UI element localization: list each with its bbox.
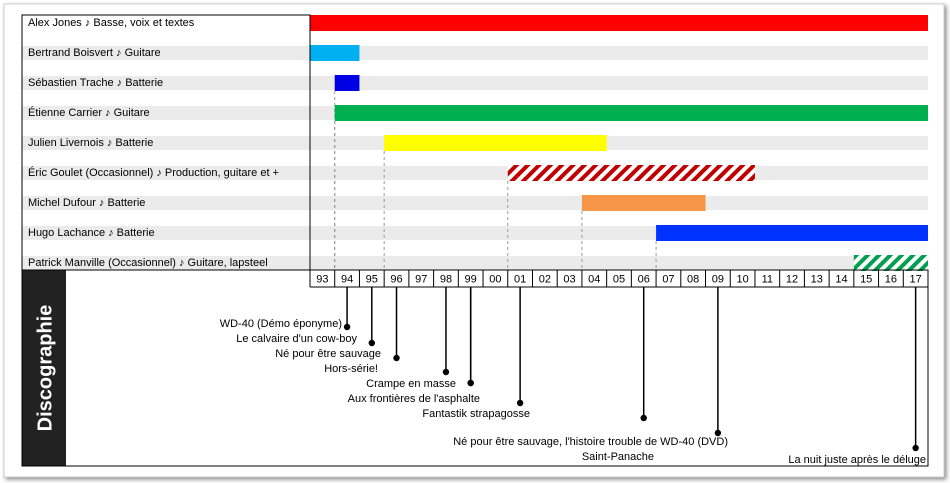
album-label: La nuit juste après le déluge <box>788 454 926 466</box>
row-stripe <box>22 46 928 60</box>
row-stripe <box>22 256 928 270</box>
x-tick-label: 97 <box>415 273 427 285</box>
discography-title: Discographie <box>34 305 56 432</box>
member-label: Hugo Lachance ♪ Batterie <box>28 227 155 239</box>
album-label: Hors-série! <box>324 363 378 375</box>
member-label: Éric Goulet (Occasionnel) ♪ Production, … <box>28 166 279 179</box>
album-label: Crampe en masse <box>366 378 456 390</box>
row-stripe <box>22 76 928 90</box>
x-tick-label: 11 <box>762 273 773 285</box>
bar <box>384 135 607 151</box>
x-tick-label: 15 <box>860 273 872 285</box>
x-tick-label: 17 <box>910 273 922 285</box>
album-dot <box>467 379 474 387</box>
album-label: Né pour être sauvage <box>275 348 381 360</box>
x-tick-label: 00 <box>489 273 501 285</box>
x-tick-label: 04 <box>588 273 600 285</box>
x-tick-label: 16 <box>885 273 897 285</box>
album-dot <box>714 429 722 437</box>
x-tick-label: 98 <box>440 273 452 285</box>
album-dot <box>516 399 524 407</box>
x-tick-label: 94 <box>341 273 353 285</box>
album-label: Aux frontières de l'asphalte <box>348 393 480 405</box>
album-dot <box>368 339 375 347</box>
x-tick-label: 99 <box>465 273 477 285</box>
x-tick-label: 07 <box>662 273 674 285</box>
x-tick-label: 93 <box>316 273 328 285</box>
member-label: Julien Livernois ♪ Batterie <box>28 137 153 149</box>
x-tick-label: 95 <box>366 273 378 285</box>
x-tick-label: 96 <box>390 273 402 285</box>
album-label: Le calvaire d'un cow-boy <box>236 333 357 345</box>
x-tick-label: 12 <box>786 273 798 285</box>
member-label: Sébastien Trache ♪ Batterie <box>28 77 163 89</box>
member-label: Bertrand Boisvert ♪ Guitare <box>28 47 161 59</box>
bar <box>656 225 928 241</box>
bar <box>853 255 928 271</box>
member-label: Alex Jones ♪ Basse, voix et textes <box>28 17 195 29</box>
member-label: Patrick Manville (Occasionnel) ♪ Guitare… <box>28 257 268 269</box>
x-tick-label: 10 <box>736 273 748 285</box>
x-tick-label: 14 <box>835 273 847 285</box>
album-label: WD-40 (Démo éponyme) <box>220 318 342 330</box>
bar <box>581 195 706 211</box>
discography-panel <box>22 270 66 466</box>
x-tick-label: 01 <box>514 273 526 285</box>
x-tick-label: 09 <box>712 273 724 285</box>
album-label: Fantastik strapagosse <box>422 408 530 420</box>
x-tick-label: 02 <box>539 273 551 285</box>
bar <box>310 15 928 31</box>
x-tick-label: 13 <box>811 273 823 285</box>
album-dot <box>393 354 400 362</box>
bar <box>310 45 360 61</box>
album-dot <box>640 414 647 422</box>
album-dot <box>442 368 450 376</box>
bar <box>334 75 360 91</box>
album-label: Né pour être sauvage, l'histoire trouble… <box>453 436 728 448</box>
album-dot <box>912 444 919 452</box>
x-tick-label: 06 <box>638 273 650 285</box>
album-label: Saint-Panache <box>582 451 654 463</box>
member-label: Michel Dufour ♪ Batterie <box>28 197 145 209</box>
row-stripe <box>22 196 928 210</box>
x-tick-label: 03 <box>563 273 575 285</box>
album-dot <box>343 323 351 331</box>
bar <box>507 165 755 181</box>
x-tick-label: 05 <box>613 273 625 285</box>
bar <box>334 105 929 121</box>
member-label: Étienne Carrier ♪ Guitare <box>28 106 150 119</box>
x-tick-label: 08 <box>687 273 699 285</box>
